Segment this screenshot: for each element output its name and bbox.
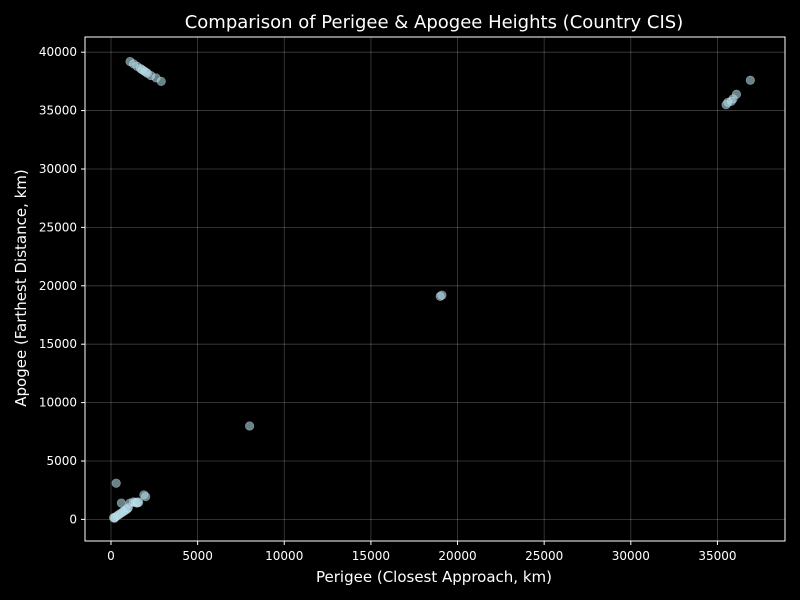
scatter-point	[111, 478, 121, 488]
y-tick-label: 10000	[39, 396, 77, 410]
y-tick-label: 25000	[39, 220, 77, 234]
axis-ticks: 0 5000 10000 15000 20000 25000 30000 35000 0 5000…	[39, 45, 737, 563]
scatter-point	[745, 75, 755, 85]
y-tick-label: 30000	[39, 162, 77, 176]
y-tick-label: 40000	[39, 45, 77, 59]
x-axis-label: Perigee (Closest Approach, km)	[316, 568, 552, 586]
scatter-point	[156, 76, 166, 86]
x-tick-label: 25000	[525, 549, 563, 563]
scatter-point	[141, 492, 151, 502]
scatter-point	[245, 421, 255, 431]
plot-frame	[84, 36, 786, 542]
x-tick-label: 5000	[182, 549, 213, 563]
scatter-point	[721, 100, 731, 110]
y-tick-label: 35000	[39, 104, 77, 118]
x-tick-label: 10000	[265, 549, 303, 563]
y-axis-label: Apogee (Farthest Distance, km)	[12, 169, 30, 407]
data-points	[108, 56, 755, 523]
x-tick-label: 0	[107, 549, 115, 563]
grid	[85, 37, 785, 541]
x-tick-label: 35000	[698, 549, 736, 563]
scatter-point	[141, 67, 151, 77]
y-tick-label: 15000	[39, 337, 77, 351]
y-tick-label: 5000	[46, 454, 77, 468]
scatter-point	[133, 497, 143, 507]
scatter-point	[437, 290, 447, 300]
x-tick-label: 30000	[612, 549, 650, 563]
y-tick-label: 20000	[39, 279, 77, 293]
x-tick-label: 15000	[352, 549, 390, 563]
chart-title: Comparison of Perigee & Apogee Heights (…	[185, 12, 684, 33]
scatter-point	[116, 498, 126, 508]
y-tick-label: 0	[69, 512, 77, 526]
x-tick-label: 20000	[438, 549, 476, 563]
